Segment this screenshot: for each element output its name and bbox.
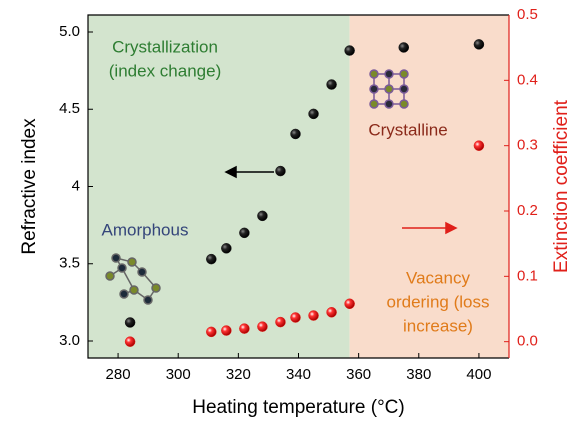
crystalline-icon (369, 69, 409, 109)
point (344, 298, 355, 310)
point (124, 317, 136, 328)
y-axis-label: Refractive index (19, 118, 40, 255)
y-tick-label: 3.0 (59, 332, 80, 349)
point (221, 325, 232, 336)
point (124, 336, 136, 347)
y2-tick-label: 0.2 (517, 202, 538, 219)
left-arrow (224, 165, 274, 179)
y-tick-label: 5.0 (59, 23, 80, 40)
x-tick-label: 360 (346, 366, 371, 383)
point (326, 79, 337, 90)
point (206, 326, 217, 338)
point (239, 227, 250, 239)
y2-tick-label: 0.0 (517, 333, 538, 350)
annotation: Amorphous (102, 220, 189, 239)
point (398, 42, 409, 53)
point (206, 253, 217, 265)
point (308, 310, 319, 321)
x-tick-label: 340 (286, 366, 311, 383)
x-tick-label: 300 (166, 366, 191, 383)
y2-tick-label: 0.4 (517, 71, 538, 88)
annotation: Crystalline (368, 120, 447, 139)
point (308, 108, 319, 120)
point (257, 210, 268, 222)
x-tick-label: 280 (106, 366, 131, 383)
point (473, 39, 485, 50)
point (473, 140, 485, 151)
point (290, 128, 301, 140)
annotation: increase) (403, 316, 473, 335)
amorphous-icon (105, 253, 161, 305)
right-arrow (402, 221, 458, 235)
axis-frame (87, 14, 509, 359)
y-tick-label: 3.5 (59, 255, 80, 272)
point (221, 243, 232, 254)
x-tick-label: 400 (466, 366, 491, 383)
y2-axis-label: Extinction coefficient (551, 99, 572, 273)
annotation: Crystallization (112, 37, 218, 56)
y2-tick-label: 0.1 (517, 267, 538, 284)
y2-tick-label: 0.3 (517, 137, 538, 154)
point (290, 312, 301, 323)
annotation: (index change) (109, 61, 221, 80)
region (88, 15, 350, 358)
y2-tick-label: 0.5 (517, 6, 538, 23)
x-tick-label: 380 (406, 366, 431, 383)
point (275, 316, 286, 328)
point (257, 321, 268, 332)
annotation: Vacancy (406, 268, 470, 287)
y-tick-label: 4 (72, 177, 80, 194)
x-axis-label: Heating temperature (°C) (192, 397, 404, 418)
point (239, 323, 250, 334)
y-tick-label: 4.5 (59, 100, 80, 117)
point (344, 45, 355, 56)
x-tick-label: 320 (226, 366, 251, 383)
annotation: ordering (loss (387, 292, 490, 311)
point (275, 165, 286, 177)
point (326, 307, 337, 318)
